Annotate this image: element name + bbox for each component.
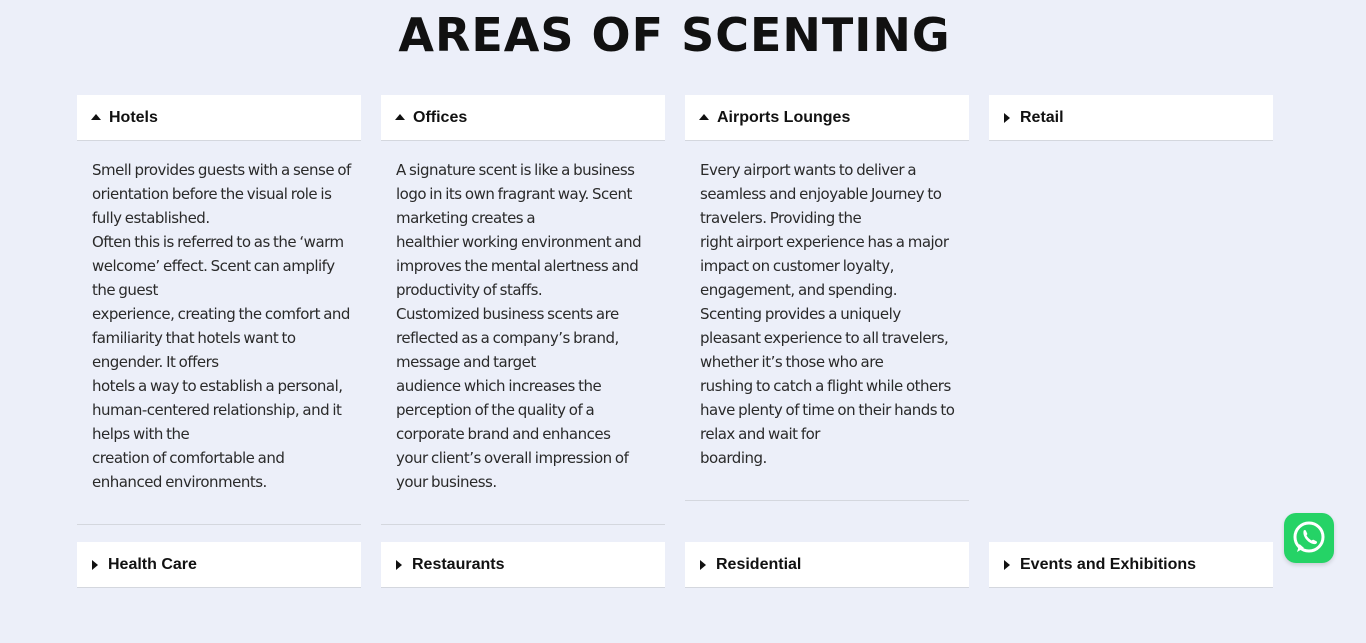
tab-paragraph: A signature scent is like a business log…	[396, 161, 635, 227]
tab-paragraph: right airport experience has a major imp…	[700, 233, 949, 299]
caret-right-icon	[1004, 112, 1010, 123]
tab-header-retail[interactable]: Retail	[989, 95, 1273, 141]
page-title: AREAS OF SCENTING	[398, 8, 951, 62]
tab-label: Hotels	[109, 108, 158, 126]
tab-events-and-exhibitions: Events and Exhibitions	[989, 542, 1273, 588]
tab-paragraph: healthier working environment and improv…	[396, 233, 642, 299]
tab-header-offices[interactable]: Offices	[381, 95, 665, 141]
whatsapp-chat-button[interactable]	[1284, 513, 1334, 563]
tab-label: Retail	[1020, 108, 1064, 126]
tab-hotels: Hotels Smell provides guests with a sens…	[77, 95, 361, 525]
tab-paragraph: Often this is referred to as the ‘warm w…	[92, 233, 344, 299]
tab-paragraph: creation of comfortable and enhanced env…	[92, 449, 285, 491]
tab-header-residential[interactable]: Residential	[685, 542, 969, 588]
tab-paragraph: rushing to catch a flight while others h…	[700, 377, 955, 443]
tab-label: Health Care	[108, 555, 197, 573]
tab-paragraph: hotels a way to establish a personal, hu…	[92, 377, 343, 443]
tab-content-airports-lounges: Every airport wants to deliver a seamles…	[685, 141, 969, 501]
tab-label: Restaurants	[412, 555, 505, 573]
tab-label: Residential	[716, 555, 802, 573]
tab-label: Events and Exhibitions	[1020, 555, 1197, 573]
whatsapp-icon	[1293, 521, 1325, 553]
tab-paragraph: audience which increases the perception …	[396, 377, 611, 443]
caret-up-icon	[395, 113, 405, 120]
tab-label: Airports Lounges	[717, 108, 851, 126]
tab-health-care: Health Care	[77, 542, 361, 588]
tab-paragraph: Smell provides guests with a sense of or…	[92, 161, 351, 227]
tab-paragraph: Scenting provides a uniquely pleasant ex…	[700, 305, 949, 371]
caret-right-icon	[1004, 559, 1010, 570]
tab-header-restaurants[interactable]: Restaurants	[381, 542, 665, 588]
tab-residential: Residential	[685, 542, 969, 588]
tab-paragraph: experience, creating the comfort and fam…	[92, 305, 350, 371]
caret-up-icon	[699, 113, 709, 120]
tab-paragraph: your client’s overall impression of your…	[396, 449, 629, 491]
caret-right-icon	[700, 559, 706, 570]
tab-header-events-and-exhibitions[interactable]: Events and Exhibitions	[989, 542, 1273, 588]
caret-up-icon	[91, 113, 101, 120]
tab-paragraph: Every airport wants to deliver a seamles…	[700, 161, 942, 227]
caret-right-icon	[92, 559, 98, 570]
tab-label: Offices	[413, 108, 468, 126]
tab-paragraph: Customized business scents are reflected…	[396, 305, 619, 371]
tab-offices: Offices A signature scent is like a busi…	[381, 95, 665, 525]
tab-retail: Retail	[989, 95, 1273, 141]
tab-airports-lounges: Airports Lounges Every airport wants to …	[685, 95, 969, 501]
tab-restaurants: Restaurants	[381, 542, 665, 588]
tab-content-offices: A signature scent is like a business log…	[381, 141, 665, 525]
tab-content-hotels: Smell provides guests with a sense of or…	[77, 141, 361, 525]
tab-header-health-care[interactable]: Health Care	[77, 542, 361, 588]
tab-paragraph: boarding.	[700, 449, 767, 467]
tab-header-hotels[interactable]: Hotels	[77, 95, 361, 141]
caret-right-icon	[396, 559, 402, 570]
tab-header-airports-lounges[interactable]: Airports Lounges	[685, 95, 969, 141]
